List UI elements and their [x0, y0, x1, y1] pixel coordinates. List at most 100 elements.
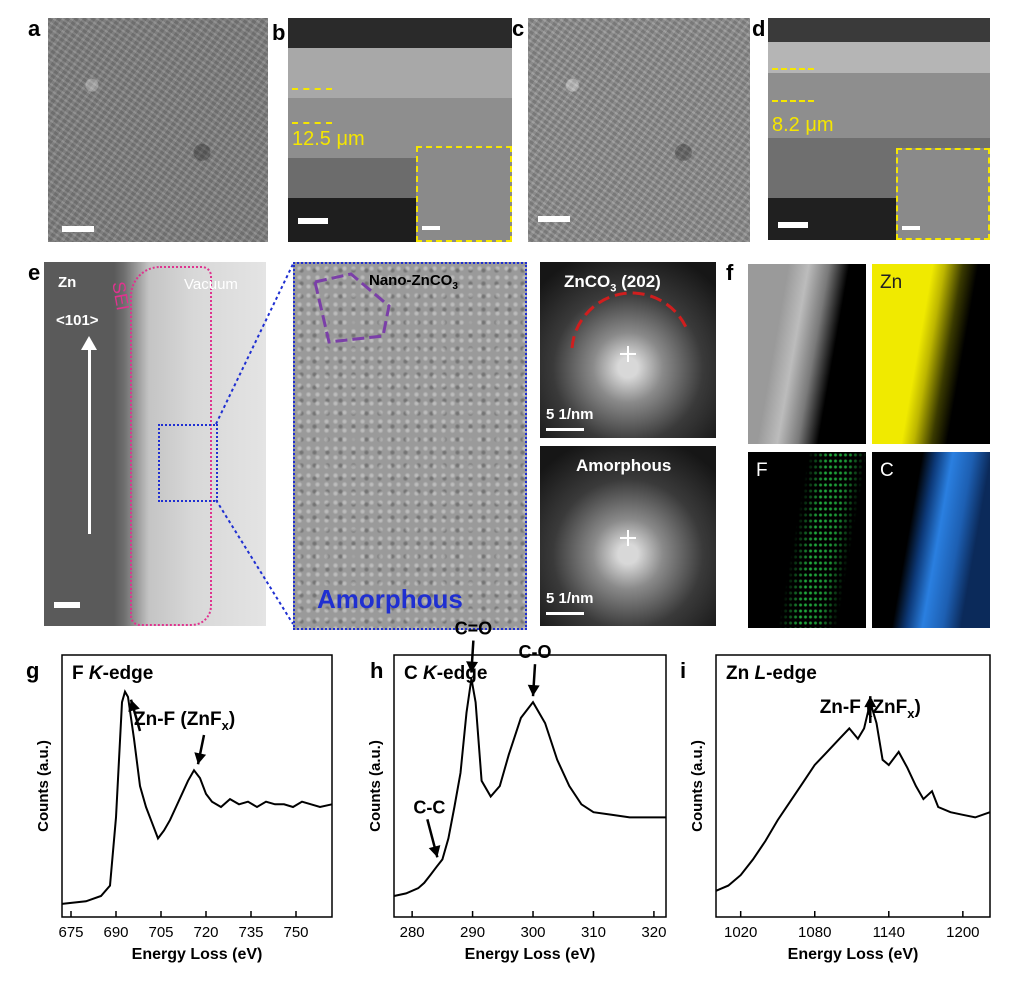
map-zn: Zn	[872, 264, 990, 444]
diffraction-ring	[570, 291, 690, 362]
direction-arrow	[88, 344, 91, 534]
x-axis-label: Energy Loss (eV)	[788, 946, 919, 963]
y-axis-label: Counts (a.u.)	[35, 740, 52, 832]
nano-region	[313, 272, 391, 344]
panel-label-d: d	[752, 16, 766, 41]
peak-arrow-head	[194, 752, 207, 765]
peak-arrow-head	[527, 684, 540, 697]
spectrum-line	[393, 678, 666, 897]
panel-label-e: e	[28, 260, 41, 285]
amorphous-big-label: Amorphous	[317, 584, 463, 614]
x-tick-label: 290	[460, 924, 485, 941]
inset-box	[896, 148, 990, 240]
peak-annotation: C-O	[519, 642, 552, 662]
plot-frame-i	[715, 654, 991, 918]
spectrum-line	[715, 698, 991, 892]
peak-arrow-head	[428, 845, 441, 858]
scale-bar	[546, 428, 584, 431]
panel-label-h: h	[370, 658, 384, 683]
vacuum-label: Vacuum	[184, 276, 238, 293]
x-axis-label: Energy Loss (eV)	[465, 946, 596, 963]
nano-label-text: Nano-ZnCO	[369, 272, 453, 289]
x-tick-label: 320	[641, 924, 666, 941]
direction-label: <101>	[56, 312, 99, 329]
panel-label-a: a	[28, 16, 41, 41]
x-tick-label: 1080	[798, 924, 831, 941]
zoom-box	[158, 424, 218, 502]
fft1-title: ZnCO3 (202)	[564, 272, 661, 294]
zn-label: Zn	[58, 274, 77, 291]
x-tick-label: 310	[581, 924, 606, 941]
peak-arrow-head	[864, 696, 877, 708]
fft1-title-text: ZnCO	[564, 272, 611, 291]
map-f: F	[748, 452, 866, 628]
fft2-title: Amorphous	[576, 456, 672, 475]
scale-bar	[546, 612, 584, 615]
x-tick-label: 300	[521, 924, 546, 941]
panel-label-f: f	[726, 260, 734, 285]
thickness-marker	[772, 68, 814, 70]
fft2-scale-label: 5 1/nm	[546, 590, 594, 607]
scale-bar	[298, 218, 328, 224]
x-tick-label: 1200	[946, 924, 979, 941]
fft1-title-sub: 3	[610, 282, 617, 295]
thickness-marker	[772, 100, 814, 102]
panel-label-g: g	[26, 658, 40, 683]
panel-label-i: i	[680, 658, 687, 683]
panel-label-b: b	[272, 20, 286, 45]
thickness-label-b: 12.5 μm	[292, 128, 365, 150]
x-tick-label: 720	[193, 924, 218, 941]
x-tick-label: 1020	[724, 924, 757, 941]
panel-label-c: c	[512, 16, 525, 41]
spectrum-line	[61, 689, 333, 905]
plot-frame-h	[393, 654, 667, 918]
plot-title: F K-edge	[72, 663, 153, 684]
map-f-label: F	[756, 460, 768, 481]
y-axis-label: Counts (a.u.)	[689, 740, 706, 832]
x-axis-label: Energy Loss (eV)	[132, 946, 263, 963]
nano-label: Nano-ZnCO3	[369, 272, 458, 292]
plot-title: C K-edge	[404, 663, 487, 684]
sem-image-d: 8.2 μm	[768, 18, 990, 240]
peak-annotation: C-C	[413, 797, 445, 817]
sei-region	[130, 266, 212, 626]
plot-frame-g	[61, 654, 333, 918]
x-tick-label: 675	[58, 924, 83, 941]
inset-scale-bar	[902, 226, 920, 230]
thickness-marker	[292, 122, 332, 124]
tem-image-e: Zn <101> SEI Vacuum	[44, 262, 266, 626]
peak-annotation: Zn-F (ZnFx)	[820, 697, 921, 721]
plot-title: Zn L-edge	[726, 663, 817, 684]
sem-image-c	[528, 18, 750, 242]
fft-image-1: ZnCO3 (202) 5 1/nm	[540, 262, 716, 438]
x-tick-label: 750	[283, 924, 308, 941]
map-c: C	[872, 452, 990, 628]
map-zn-label: Zn	[880, 272, 903, 293]
map-c-label: C	[880, 460, 894, 481]
nano-label-sub: 3	[452, 281, 458, 292]
map-f-mask	[748, 452, 866, 628]
x-tick-label: 1140	[873, 924, 905, 941]
thickness-label-d: 8.2 μm	[772, 114, 834, 136]
scale-bar	[538, 216, 570, 222]
x-tick-label: 690	[103, 924, 128, 941]
peak-annotation: Zn-F (ZnFx)	[134, 709, 235, 733]
haadf-image	[748, 264, 866, 444]
scale-bar	[62, 226, 94, 232]
peak-annotation: C=O	[455, 619, 493, 639]
fft-image-2: Amorphous 5 1/nm	[540, 446, 716, 626]
inset-scale-bar	[422, 226, 440, 230]
fft1-title-suffix: (202)	[616, 272, 661, 291]
x-tick-label: 735	[238, 924, 263, 941]
scale-bar	[778, 222, 808, 228]
x-tick-label: 280	[400, 924, 425, 941]
scale-bar	[54, 602, 80, 608]
thickness-marker	[292, 88, 332, 90]
tem-zoom-image: Nano-ZnCO3 Amorphous	[293, 262, 527, 630]
peak-arrow-head	[128, 699, 140, 712]
sem-image-a	[48, 18, 268, 242]
fft2-center	[620, 530, 636, 546]
sem-image-b: 12.5 μm	[288, 18, 512, 242]
